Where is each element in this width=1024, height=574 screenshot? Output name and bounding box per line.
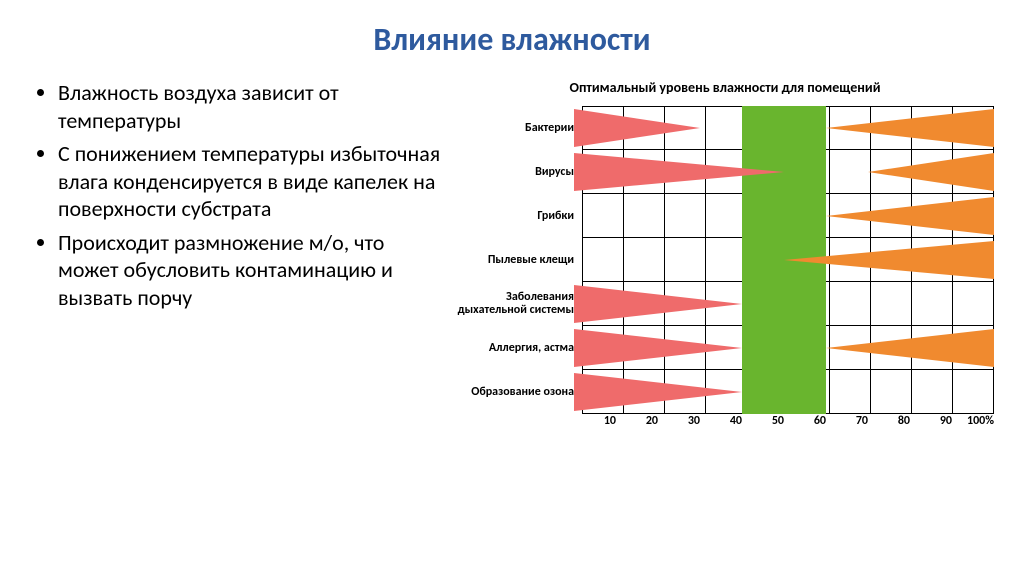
chart-title: Оптимальный уровень влажности для помеще… [456,79,994,96]
bullet-item: Влажность воздуха зависит от температуры [58,79,446,134]
axis-tick: 20 [616,414,658,428]
axis-tick: 50 [742,414,784,428]
bullet-item: С понижением температуры избыточная влаг… [58,140,446,223]
slide: Влияние влажности Влажность воздуха зави… [0,0,1024,574]
axis-tick: 70 [826,414,868,428]
axis-tick: 40 [700,414,742,428]
chart-row: Заболевания дыхательной системы [456,282,994,326]
x-axis: 102030405060708090100% [456,414,994,428]
row-plot [582,150,994,194]
row-label: Заболевания дыхательной системы [456,282,582,326]
chart-row: Образование озона [456,370,994,414]
axis-tick: 30 [658,414,700,428]
axis-spacer [456,414,574,428]
axis-tick: 60 [784,414,826,428]
row-label: Вирусы [456,150,582,194]
slide-title: Влияние влажности [30,20,994,59]
chart-grid: БактерииВирусыГрибкиПылевые клещиЗаболев… [456,106,994,414]
axis-tick: 80 [868,414,910,428]
row-plot [582,282,994,326]
row-plot [582,370,994,414]
bullet-item: Происходит размножение м/о, что может об… [58,229,446,312]
row-plot [582,326,994,370]
row-label: Грибки [456,194,582,238]
slide-body: Влажность воздуха зависит от температуры… [30,79,994,428]
chart-row: Пылевые клещи [456,238,994,282]
row-plot [582,194,994,238]
row-plot [582,238,994,282]
chart-row: Бактерии [456,106,994,150]
chart-row: Аллергия, астма [456,326,994,370]
chart-row: Грибки [456,194,994,238]
row-label: Бактерии [456,106,582,150]
humidity-chart: Оптимальный уровень влажности для помеще… [456,79,994,428]
bullet-list: Влажность воздуха зависит от температуры… [30,79,456,428]
row-label: Образование озона [456,370,582,414]
row-label: Аллергия, астма [456,326,582,370]
row-plot [582,106,994,150]
axis-tick: 10 [574,414,616,428]
row-label: Пылевые клещи [456,238,582,282]
axis-tick: 90 [910,414,952,428]
chart-row: Вирусы [456,150,994,194]
axis-ticks: 102030405060708090100% [574,414,994,428]
axis-tick: 100% [952,414,994,428]
